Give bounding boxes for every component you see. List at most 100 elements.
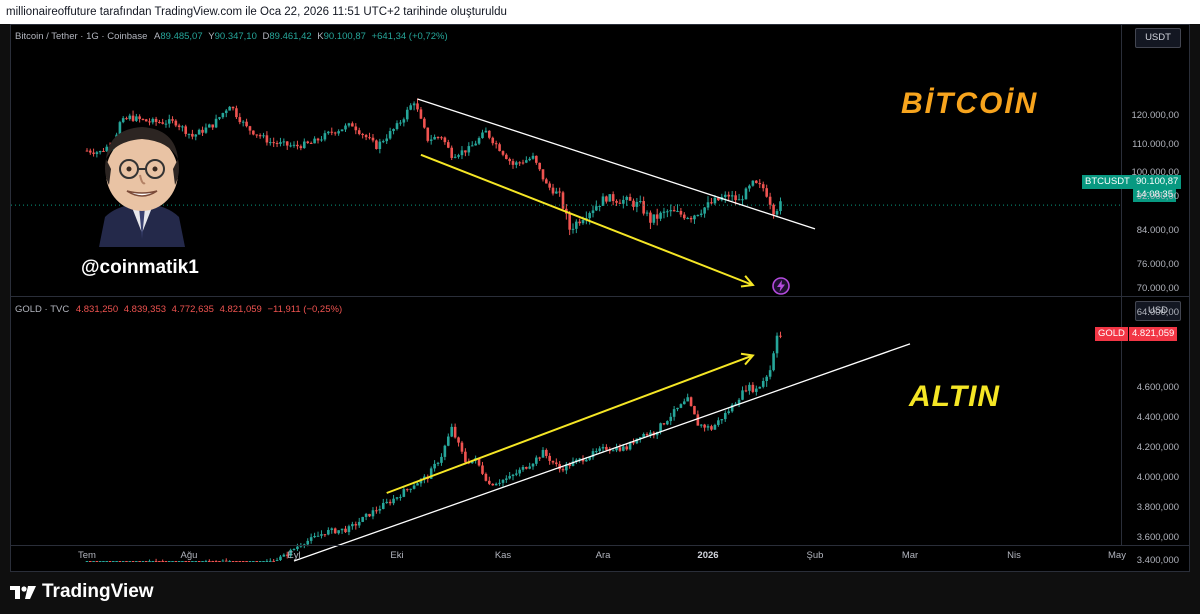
btc-candle	[88, 150, 92, 153]
pane-separator[interactable]	[11, 296, 1189, 297]
btc-candle	[347, 123, 351, 126]
btc-candle	[327, 131, 330, 134]
lightning-icon[interactable]	[771, 276, 791, 296]
gold-candle	[528, 466, 531, 469]
btc-symbol[interactable]: Bitcoin / Tether · 1G · Coinbase	[15, 31, 148, 42]
gold-candle	[262, 561, 265, 562]
gold-annotation: ALTIN	[909, 380, 1001, 413]
btc-low-label: D	[262, 31, 270, 42]
btc-candle	[505, 154, 508, 159]
btc-down-arrow	[420, 153, 754, 286]
gold-candle	[235, 561, 238, 562]
gold-candle	[347, 526, 351, 533]
gold-candle	[464, 451, 467, 463]
gold-candle	[734, 403, 737, 405]
gold-candle	[508, 476, 511, 479]
gold-candle	[457, 437, 460, 443]
chart-canvas[interactable]	[11, 25, 1189, 571]
btc-candle	[141, 118, 145, 120]
btc-candle	[699, 213, 703, 215]
btc-candle	[696, 214, 700, 216]
chart-frame[interactable]: Bitcoin / Tether · 1G · Coinbase A89.485…	[10, 24, 1190, 572]
time-axis-border	[11, 545, 1189, 546]
btc-candle	[357, 130, 361, 134]
btc-candle	[535, 155, 538, 163]
btc-candle	[628, 196, 632, 201]
gold-candle	[289, 549, 292, 556]
btc-candle	[703, 207, 706, 214]
btc-candle	[333, 132, 337, 134]
export-caption-bar: millionaireoffuture tarafından TradingVi…	[0, 0, 1200, 24]
btc-candle	[642, 201, 645, 214]
gold-candle	[598, 448, 601, 452]
gold-candle	[551, 460, 555, 463]
author-handle: @coinmatik1	[81, 257, 199, 278]
btc-currency-button[interactable]: USDT	[1135, 28, 1181, 48]
caricature-avatar	[99, 127, 185, 247]
btc-candle	[622, 199, 625, 204]
gold-candle	[443, 445, 447, 457]
gold-candle	[505, 478, 508, 480]
btc-candle	[151, 118, 155, 123]
btc-candle	[275, 142, 279, 144]
x-tick: Nis	[1007, 550, 1021, 561]
btc-candle	[568, 213, 571, 230]
gold-candle	[525, 467, 528, 469]
gold-candle	[666, 421, 669, 425]
x-tick: Eki	[390, 550, 404, 561]
gold-candle	[498, 482, 501, 484]
btc-candle	[381, 141, 385, 143]
gold-ticker-badge: GOLD	[1095, 327, 1128, 341]
x-tick: Ara	[595, 550, 611, 561]
gold-candle	[92, 561, 95, 562]
bitcoin-annotation: BİTCOİN	[901, 87, 1039, 120]
gold-candle	[772, 353, 775, 371]
btc-candle	[494, 143, 498, 145]
x-tick: Eyl	[287, 550, 301, 561]
btc-candle	[299, 146, 303, 149]
gold-candle	[121, 561, 125, 562]
btc-candle	[669, 210, 673, 212]
btc-candle	[484, 130, 488, 133]
btc-candle	[710, 202, 713, 204]
btc-close: 90.100,87	[323, 31, 366, 42]
btc-candle	[197, 129, 201, 135]
btc-change: +641,34 (+0,72%)	[371, 31, 448, 42]
btc-close-label: K	[317, 31, 324, 42]
gold-candle	[395, 497, 399, 499]
gold-candle	[611, 450, 615, 452]
gold-candle	[436, 462, 440, 464]
btc-candle	[686, 217, 689, 219]
gold-candle	[364, 513, 368, 517]
gold-candle	[161, 561, 164, 562]
gold-candle	[635, 438, 639, 444]
btc-candle	[416, 103, 419, 110]
btc-candle	[235, 108, 238, 118]
gold-candle	[453, 426, 457, 438]
gold-candle	[221, 560, 225, 562]
btc-candle	[135, 116, 138, 121]
x-tick: Şub	[806, 550, 824, 561]
gold-candle	[105, 561, 109, 562]
gold-candle	[255, 561, 259, 562]
btc-candle	[450, 147, 454, 158]
gold-candle	[102, 561, 105, 562]
btc-candle	[508, 158, 511, 162]
gold-candle	[151, 561, 155, 562]
btc-candle	[474, 143, 477, 146]
btc-candle	[460, 150, 464, 156]
gold-candle	[682, 401, 686, 405]
btc-candle	[470, 145, 474, 147]
btc-candle	[477, 138, 481, 144]
btc-candle	[118, 122, 122, 135]
gold-candle	[632, 442, 635, 444]
gold-currency-button[interactable]: USD	[1135, 301, 1181, 321]
gold-candle	[392, 498, 395, 504]
gold-up-arrow	[386, 354, 754, 494]
btc-candle	[744, 188, 748, 200]
gold-symbol[interactable]: GOLD · TVC	[15, 304, 70, 315]
gold-candle	[628, 442, 632, 450]
btc-candle	[258, 135, 262, 137]
gold-candle	[676, 407, 679, 410]
btc-candle	[521, 162, 525, 164]
